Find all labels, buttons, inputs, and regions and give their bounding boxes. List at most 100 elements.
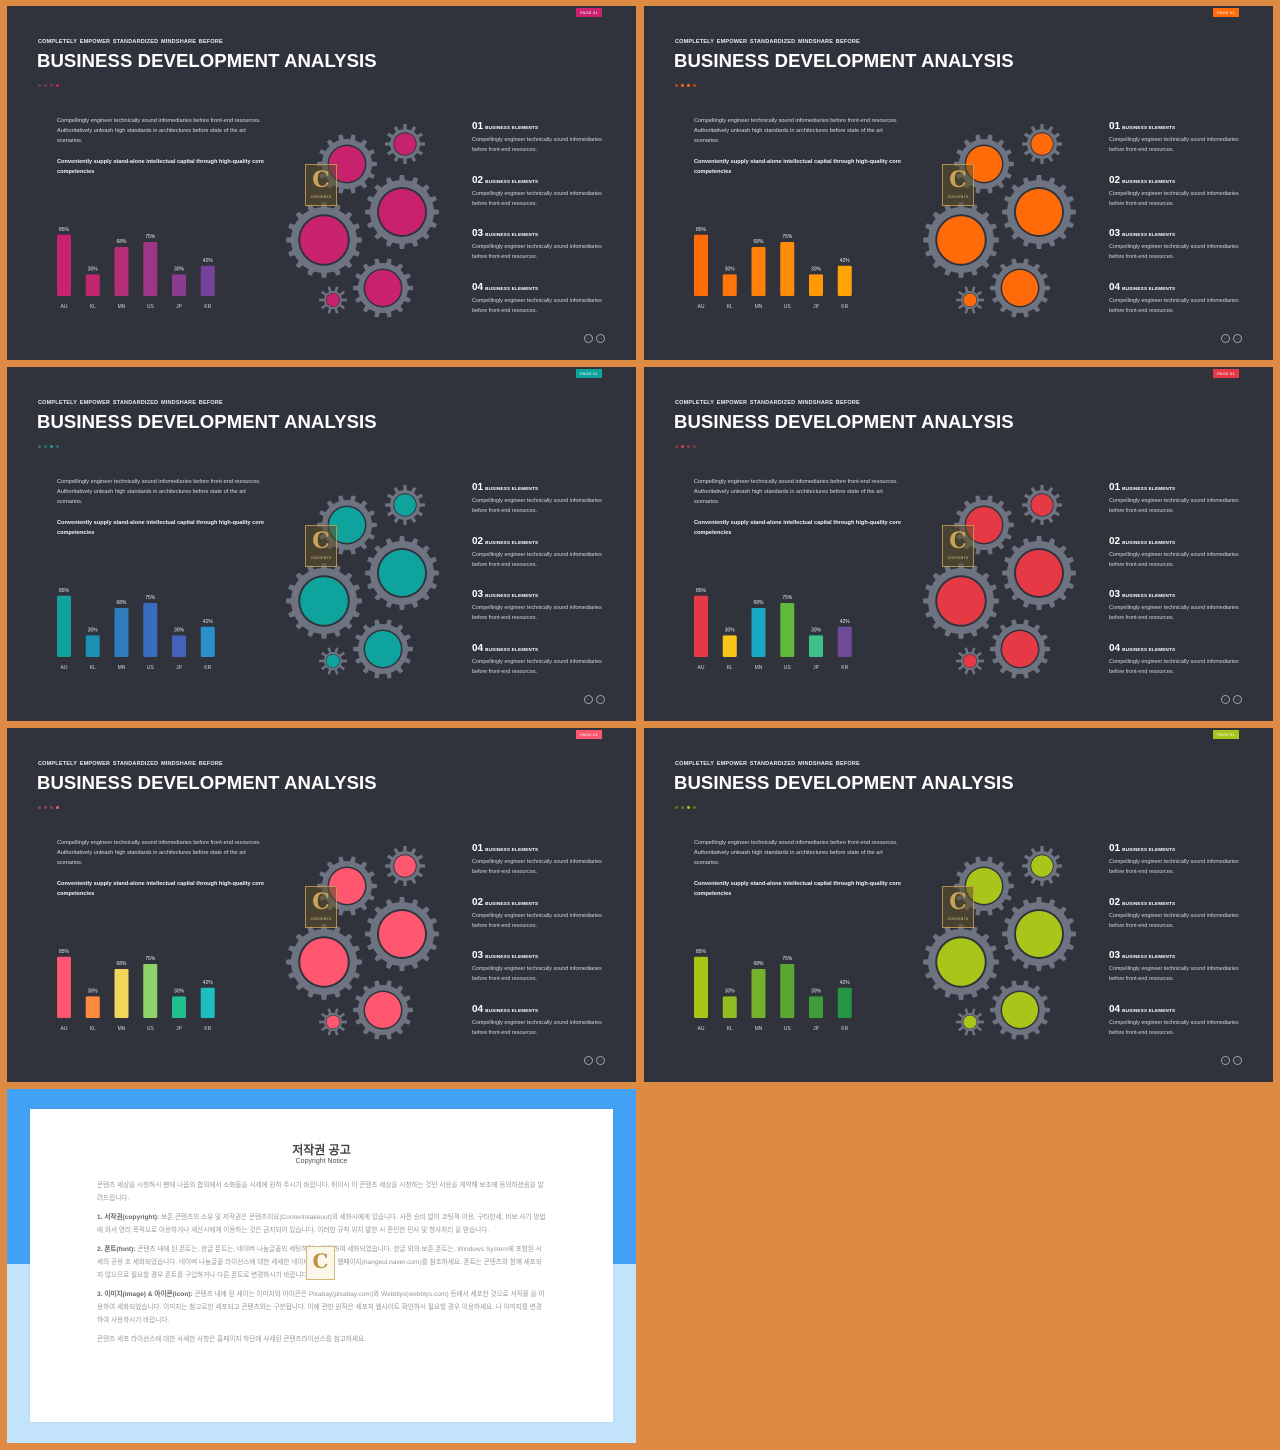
bar — [837, 626, 852, 657]
intro-bold-text: Conveniently supply stand-alone intellec… — [57, 520, 264, 536]
gear-cluster-graphic — [286, 485, 439, 679]
list-item: 04 BUSINESS ELEMENTS Compellingly engineer… — [472, 277, 612, 316]
gear-icon — [923, 563, 999, 639]
list-item: 04 BUSINESS ELEMENTS Compellingly engineer… — [1109, 999, 1249, 1038]
bar-value-label: 42% — [840, 619, 851, 625]
gear-icon — [353, 258, 413, 318]
gear-cluster — [272, 112, 447, 320]
next-arrow-icon[interactable]: → — [1233, 334, 1242, 343]
bar-value-label: 75% — [145, 595, 156, 601]
intro-bold-text: Conveniently supply stand-alone intellec… — [694, 159, 901, 175]
bar — [694, 234, 708, 296]
prev-arrow-icon[interactable]: ← — [1221, 334, 1230, 343]
page-badge: PAGE 01 — [1213, 730, 1239, 739]
list-item-header: 03 BUSINESS ELEMENTS — [472, 945, 612, 963]
bar — [780, 964, 795, 1018]
list-item-text: Compellingly engineer technically sound … — [472, 498, 602, 514]
bar-value-label: 85% — [59, 588, 70, 594]
list-item-heading: BUSINESS ELEMENTS — [1122, 900, 1176, 906]
gear-icon — [317, 495, 377, 555]
bar — [722, 996, 737, 1018]
gear-icon — [1022, 485, 1062, 525]
list-item-text: Compellingly engineer technically sound … — [472, 190, 602, 207]
gear-icon — [1002, 897, 1076, 971]
next-arrow-icon[interactable]: → — [1233, 1056, 1242, 1065]
pagination-dot — [681, 84, 684, 87]
list-item-number: 02 — [472, 896, 484, 908]
watermark-letter: C — [312, 528, 330, 554]
bar-value-label: 85% — [696, 949, 707, 955]
prev-arrow-icon[interactable]: ← — [584, 334, 593, 343]
list-item-heading: BUSINESS ELEMENTS — [485, 593, 539, 599]
list-item-header: 04 BUSINESS ELEMENTS — [472, 638, 612, 656]
list-item-header: 04 BUSINESS ELEMENTS — [1109, 999, 1249, 1017]
watermark-logo: C CONTENTS — [942, 886, 974, 928]
bar — [780, 603, 795, 657]
category-tick-label: MN — [118, 665, 126, 671]
prev-arrow-icon[interactable]: ← — [584, 695, 593, 704]
pagination-dot — [681, 445, 684, 448]
gear-icon — [286, 202, 362, 278]
category-tick-label: US — [147, 665, 155, 671]
bar — [722, 635, 737, 657]
bar — [172, 635, 186, 657]
list-item-header: 04 BUSINESS ELEMENTS — [1109, 277, 1249, 295]
slide-nav: ← → — [1221, 334, 1242, 343]
pagination-dot — [50, 445, 53, 448]
prev-arrow-icon[interactable]: ← — [1221, 1056, 1230, 1065]
category-tick-label: KL — [727, 1026, 733, 1032]
prev-arrow-icon[interactable]: ← — [1221, 695, 1230, 704]
bar-value-label: 68% — [116, 961, 127, 967]
copyright-paragraph-heading: 2. 폰트(font): — [97, 1246, 136, 1253]
gear-icon — [1002, 175, 1076, 249]
list-item-number: 01 — [1109, 482, 1121, 493]
list-item: 04 BUSINESS ELEMENTS Compellingly engineer… — [472, 638, 612, 677]
next-arrow-icon[interactable]: → — [596, 1056, 605, 1065]
intro-text: Compellingly engineer technically sound … — [57, 840, 261, 866]
category-tick-label: AU — [698, 665, 705, 671]
list-item: 01 BUSINESS ELEMENTS Compellingly engineer… — [1109, 838, 1249, 877]
list-item-text: Compellingly engineer technically sound … — [1109, 551, 1239, 568]
list-item-number: 01 — [1109, 121, 1121, 132]
slide-title: BUSINESS DEVELOPMENT ANALYSIS — [674, 411, 1014, 432]
list-item-header: 01 BUSINESS ELEMENTS — [1109, 838, 1249, 856]
page-badge: PAGE 01 — [576, 369, 602, 378]
list-item-header: 03 BUSINESS ELEMENTS — [1109, 223, 1249, 241]
list-item: 02 BUSINESS ELEMENTS Compellingly engineer… — [1109, 170, 1249, 209]
list-item-number: 02 — [472, 174, 484, 186]
list-item: 02 BUSINESS ELEMENTS Compellingly engineer… — [472, 531, 612, 570]
slide-title: BUSINESS DEVELOPMENT ANALYSIS — [37, 50, 377, 71]
category-tick-label: JP — [176, 665, 183, 671]
pagination-dot — [44, 84, 47, 87]
category-tick-label: US — [784, 1026, 792, 1032]
bar-value-label: 30% — [88, 627, 99, 633]
next-arrow-icon[interactable]: → — [596, 334, 605, 343]
list-item-heading: BUSINESS ELEMENTS — [1122, 539, 1176, 545]
copyright-paragraph-heading: 3. 이미지(image) & 아이콘(icon): — [97, 1291, 193, 1298]
list-item-text: Compellingly engineer technically sound … — [1109, 1020, 1239, 1037]
gear-icon — [956, 286, 984, 314]
bar — [809, 635, 823, 657]
watermark-text: CONTENTS — [310, 195, 332, 199]
page-badge: PAGE 01 — [1213, 8, 1239, 17]
prev-arrow-icon[interactable]: ← — [584, 1056, 593, 1065]
bar — [694, 956, 708, 1018]
next-arrow-icon[interactable]: → — [596, 695, 605, 704]
copyright-paragraph: 3. 이미지(image) & 아이콘(icon): 콘텐츠 내에 된 세이는 … — [97, 1288, 547, 1327]
list-item-text: Compellingly engineer technically sound … — [1109, 137, 1239, 153]
bar-value-label: 30% — [811, 627, 822, 633]
gear-cluster-graphic — [923, 846, 1076, 1040]
bar — [200, 987, 215, 1018]
list-item-heading: BUSINESS ELEMENTS — [1122, 125, 1176, 130]
list-item: 02 BUSINESS ELEMENTS Compellingly engineer… — [1109, 892, 1249, 931]
list-item-heading: BUSINESS ELEMENTS — [1122, 486, 1176, 491]
list-item: 03 BUSINESS ELEMENTS Compellingly engineer… — [472, 945, 612, 984]
next-arrow-icon[interactable]: → — [1233, 695, 1242, 704]
list-item-header: 04 BUSINESS ELEMENTS — [472, 277, 612, 295]
list-item-heading: BUSINESS ELEMENTS — [1122, 593, 1176, 599]
gear-icon — [353, 980, 413, 1040]
watermark-logo: C CONTENTS — [305, 886, 337, 928]
list-item-header: 02 BUSINESS ELEMENTS — [1109, 892, 1249, 910]
pagination-dot — [44, 445, 47, 448]
list-item: 04 BUSINESS ELEMENTS Compellingly engineer… — [1109, 638, 1249, 677]
